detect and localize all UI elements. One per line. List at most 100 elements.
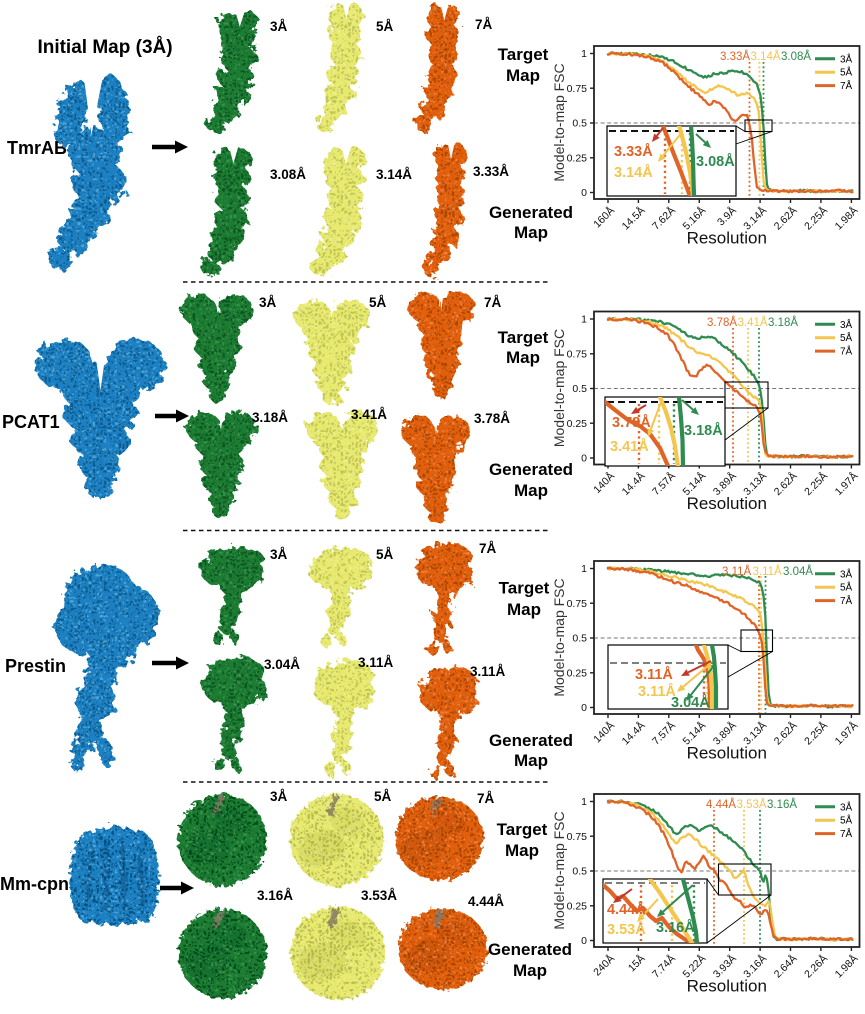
- svg-text:3.08Å: 3.08Å: [696, 153, 735, 170]
- svg-text:3.11Å: 3.11Å: [638, 683, 676, 700]
- svg-text:0: 0: [581, 935, 587, 947]
- svg-text:Map: Map: [514, 481, 548, 500]
- svg-text:4.44Å: 4.44Å: [468, 894, 504, 909]
- svg-text:7Å: 7Å: [475, 17, 493, 32]
- svg-text:4.44Å: 4.44Å: [706, 798, 736, 811]
- svg-text:3.11Å: 3.11Å: [722, 565, 752, 578]
- svg-text:3.08Å: 3.08Å: [270, 167, 306, 182]
- svg-text:3.14Å: 3.14Å: [614, 164, 653, 181]
- svg-text:0.75: 0.75: [567, 348, 588, 360]
- svg-text:3.18Å: 3.18Å: [768, 316, 798, 329]
- svg-text:3.04Å: 3.04Å: [671, 694, 710, 711]
- svg-text:3.53Å: 3.53Å: [361, 888, 397, 903]
- svg-text:Target: Target: [499, 579, 550, 598]
- svg-text:Map: Map: [514, 751, 548, 770]
- svg-text:Map: Map: [505, 841, 539, 860]
- svg-text:0.25: 0.25: [567, 418, 588, 430]
- svg-text:0.5: 0.5: [572, 866, 587, 878]
- svg-text:3.16Å: 3.16Å: [257, 888, 293, 903]
- svg-text:0: 0: [581, 187, 587, 199]
- svg-text:3.11Å: 3.11Å: [470, 664, 506, 679]
- svg-text:1: 1: [581, 314, 587, 326]
- svg-text:3.11Å: 3.11Å: [358, 655, 394, 670]
- svg-text:5Å: 5Å: [840, 66, 853, 79]
- svg-text:Map: Map: [506, 348, 540, 367]
- svg-text:0.5: 0.5: [572, 633, 587, 645]
- svg-text:7Å: 7Å: [840, 345, 853, 358]
- svg-text:7Å: 7Å: [477, 791, 495, 806]
- svg-text:Resolution: Resolution: [687, 494, 767, 513]
- svg-text:Resolution: Resolution: [687, 744, 767, 763]
- svg-text:3.18Å: 3.18Å: [252, 410, 288, 425]
- svg-text:Model-to-map FSC: Model-to-map FSC: [551, 63, 567, 181]
- svg-text:1: 1: [581, 796, 587, 808]
- svg-text:3Å: 3Å: [840, 318, 853, 331]
- svg-text:3.33Å: 3.33Å: [720, 50, 750, 63]
- svg-text:0.75: 0.75: [567, 598, 588, 610]
- svg-text:5Å: 5Å: [374, 789, 392, 804]
- svg-text:Map: Map: [506, 66, 540, 85]
- svg-text:3.41Å: 3.41Å: [351, 407, 387, 422]
- svg-text:4.44Å: 4.44Å: [607, 901, 646, 918]
- svg-text:Generated: Generated: [489, 203, 573, 222]
- svg-text:0: 0: [581, 702, 587, 714]
- svg-text:3.16Å: 3.16Å: [656, 919, 695, 936]
- svg-text:3.04Å: 3.04Å: [783, 565, 813, 578]
- svg-text:3Å: 3Å: [840, 567, 853, 580]
- svg-text:5Å: 5Å: [840, 331, 853, 344]
- svg-text:Resolution: Resolution: [687, 229, 767, 248]
- svg-text:3.04Å: 3.04Å: [264, 657, 300, 672]
- svg-text:5Å: 5Å: [369, 295, 387, 310]
- svg-text:Initial Map (3Å): Initial Map (3Å): [37, 37, 172, 58]
- svg-text:Model-to-map FSC: Model-to-map FSC: [551, 329, 567, 447]
- svg-text:0.25: 0.25: [567, 900, 588, 912]
- svg-text:3.41Å: 3.41Å: [738, 316, 768, 329]
- svg-text:Model-to-map FSC: Model-to-map FSC: [551, 578, 567, 696]
- svg-text:5Å: 5Å: [376, 19, 394, 34]
- svg-text:Target: Target: [498, 45, 549, 64]
- svg-text:0.25: 0.25: [567, 152, 588, 164]
- svg-text:Target: Target: [497, 820, 548, 839]
- svg-text:Map: Map: [507, 600, 541, 619]
- svg-text:5Å: 5Å: [840, 814, 853, 827]
- svg-text:3.18Å: 3.18Å: [684, 422, 723, 439]
- svg-text:0: 0: [581, 453, 587, 465]
- svg-text:3Å: 3Å: [270, 19, 288, 34]
- svg-text:Model-to-map FSC: Model-to-map FSC: [551, 811, 567, 929]
- svg-text:Prestin: Prestin: [5, 656, 66, 676]
- svg-text:3.78Å: 3.78Å: [612, 414, 651, 431]
- svg-text:3Å: 3Å: [270, 547, 288, 562]
- svg-text:0.75: 0.75: [567, 83, 588, 95]
- svg-text:3.33Å: 3.33Å: [614, 143, 653, 160]
- svg-text:Generated: Generated: [488, 940, 572, 959]
- svg-text:1: 1: [581, 563, 587, 575]
- svg-text:0.5: 0.5: [572, 383, 587, 395]
- svg-text:3.78Å: 3.78Å: [707, 316, 737, 329]
- svg-text:3Å: 3Å: [270, 789, 288, 804]
- svg-text:Generated: Generated: [489, 731, 573, 750]
- svg-text:3.41Å: 3.41Å: [610, 438, 649, 455]
- svg-text:3Å: 3Å: [840, 52, 853, 65]
- svg-text:Mm-cpn: Mm-cpn: [0, 874, 69, 894]
- svg-text:1: 1: [581, 48, 587, 60]
- svg-text:0.75: 0.75: [567, 831, 588, 843]
- svg-text:7Å: 7Å: [840, 79, 853, 92]
- svg-text:3Å: 3Å: [840, 800, 853, 813]
- svg-text:7Å: 7Å: [479, 541, 497, 556]
- svg-text:Generated: Generated: [489, 460, 573, 479]
- svg-text:PCAT1: PCAT1: [2, 412, 60, 432]
- svg-text:3.53Å: 3.53Å: [607, 921, 646, 938]
- svg-text:3.53Å: 3.53Å: [737, 798, 767, 811]
- svg-text:Resolution: Resolution: [687, 977, 767, 996]
- svg-text:3.11Å: 3.11Å: [635, 666, 673, 683]
- svg-text:3Å: 3Å: [259, 295, 277, 310]
- svg-text:0.5: 0.5: [572, 118, 587, 130]
- svg-text:7Å: 7Å: [840, 827, 853, 840]
- svg-text:Map: Map: [514, 223, 548, 242]
- svg-text:3.11Å: 3.11Å: [753, 565, 783, 578]
- svg-text:5Å: 5Å: [376, 547, 394, 562]
- svg-text:3.16Å: 3.16Å: [767, 798, 797, 811]
- svg-text:5Å: 5Å: [840, 581, 853, 594]
- svg-text:3.14Å: 3.14Å: [751, 50, 781, 63]
- svg-text:7Å: 7Å: [484, 295, 502, 310]
